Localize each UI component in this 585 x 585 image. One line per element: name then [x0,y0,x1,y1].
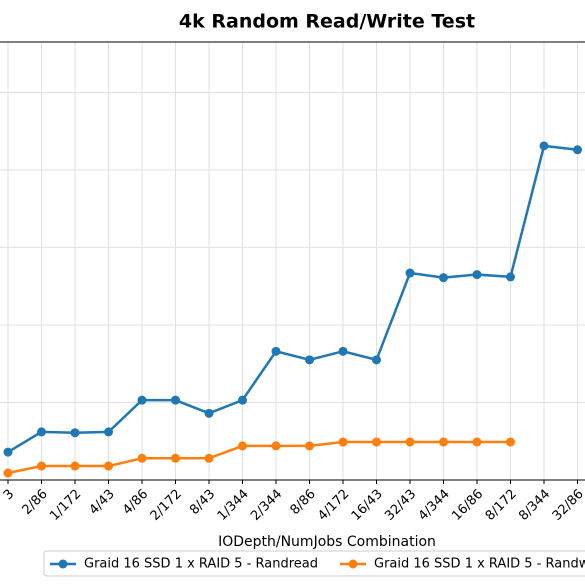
x-tick-label: 16/86 [449,487,486,524]
point [171,453,180,463]
point [137,395,147,405]
point [238,441,247,451]
point [37,427,46,437]
point [137,453,147,463]
x-tick-label: 4/43 [87,487,118,518]
point [506,437,515,447]
point [37,461,46,471]
legend: Graid 16 SSD 1 x RAID 5 - Randread Graid … [43,550,585,577]
x-tick-label: 8/344 [516,487,553,524]
point [305,355,314,365]
x-tick-label: 16/43 [349,487,386,524]
x-tick-label: 4/172 [315,487,352,524]
point [3,468,13,478]
point [70,428,80,438]
x-axis-label: IODepth/NumJobs Combination [218,534,436,550]
legend-marker [58,559,68,569]
point [305,441,314,451]
x-tick-label: 32/86 [550,487,585,524]
point [204,453,214,463]
point [338,346,348,356]
point [271,346,281,356]
x-tick-label: 2/172 [148,487,185,524]
point [338,437,348,447]
x-tick-label: 1/172 [47,487,84,524]
point [238,395,247,405]
point [472,437,482,447]
series-line [7,144,578,454]
x-tick-label: 32/43 [382,487,419,524]
point [171,395,180,405]
legend-box [43,550,585,577]
legend-marker [348,559,358,569]
point [405,437,415,447]
chart-title: 4k Random Read/Write Test [179,11,475,33]
point [104,461,113,471]
point [506,272,515,282]
point [3,447,13,457]
point [204,408,214,418]
point [539,141,549,151]
point [472,270,482,280]
series-line [7,440,511,475]
point [439,437,448,447]
point [372,355,381,365]
point [104,427,113,437]
x-tick-label: 4/344 [416,487,453,524]
point [439,273,448,283]
point [271,441,281,451]
legend-label: Graid 16 SSD 1 x RAID 5 - Randwr [374,557,585,572]
legend-label: Graid 16 SSD 1 x RAID 5 - Randread [84,557,318,572]
x-tick-label: 3 [1,487,17,503]
point [405,268,415,278]
point [70,461,80,471]
point [372,437,381,447]
x-tick-label: 8/172 [483,487,520,524]
x-tick-label: 1/344 [215,487,252,524]
x-tick-label: 2/344 [248,487,285,524]
point [573,145,582,155]
